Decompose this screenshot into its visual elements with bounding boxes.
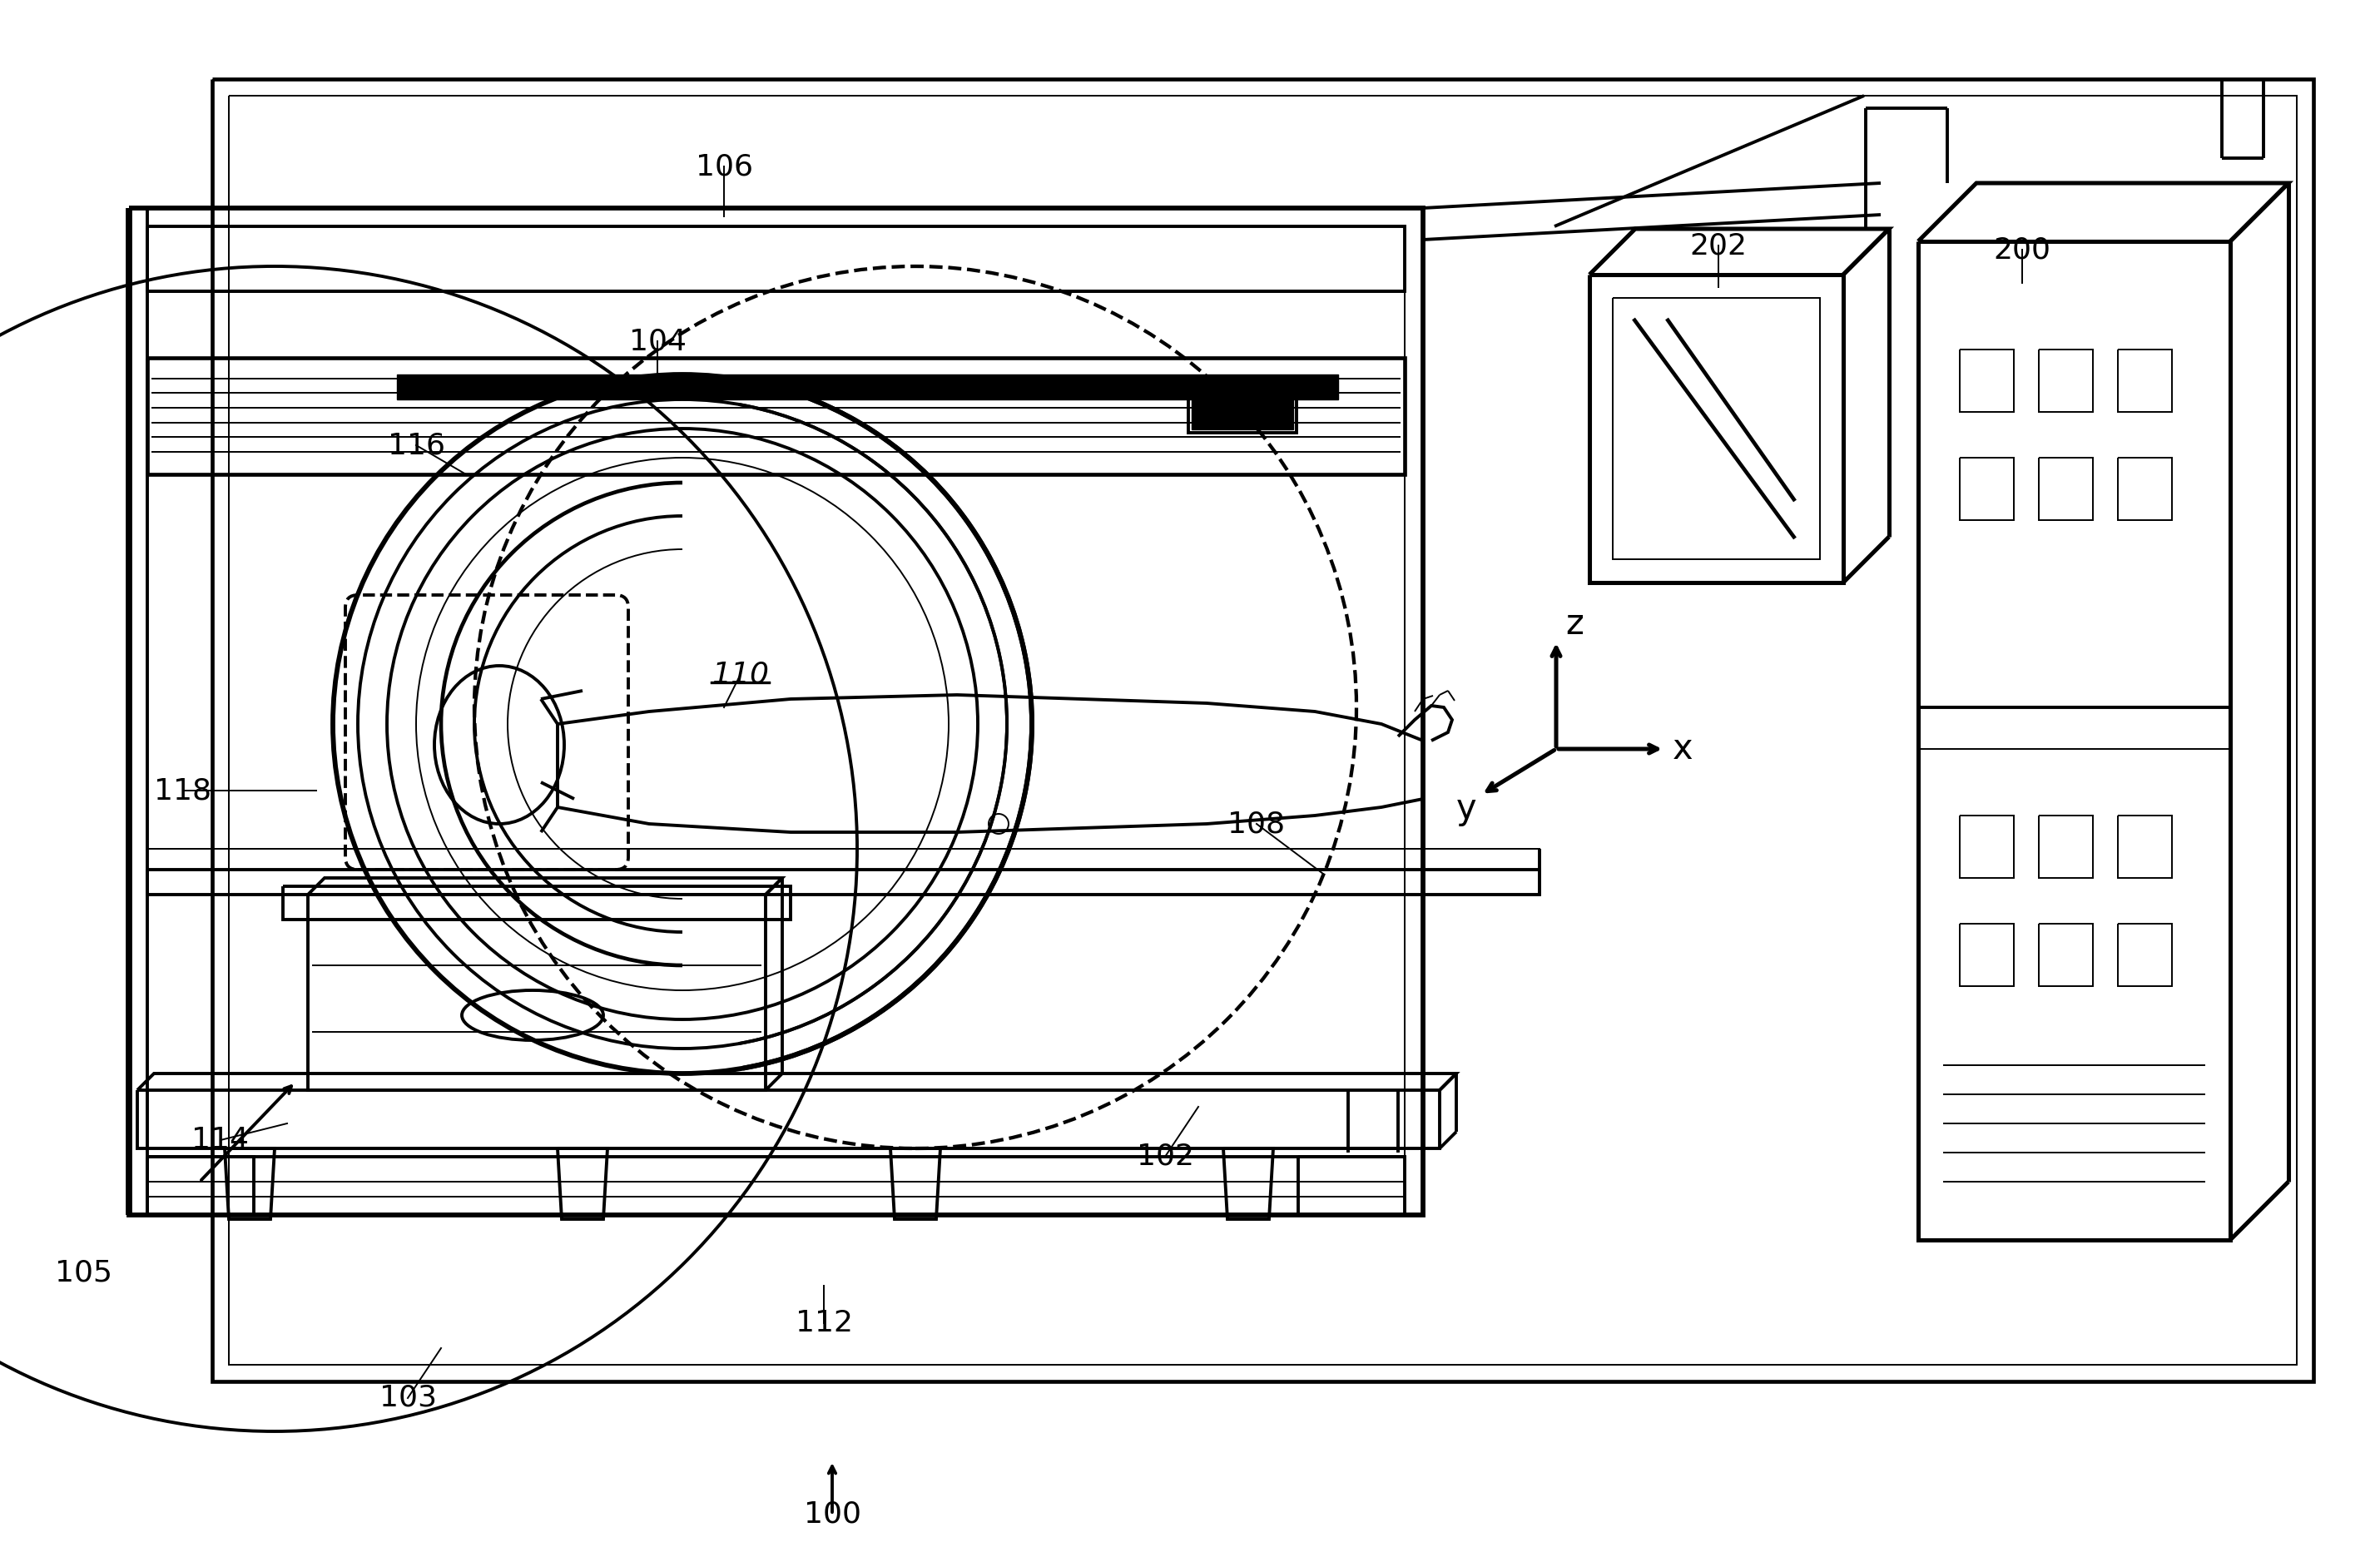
Text: 104: 104 [628,327,685,355]
Text: 108: 108 [1228,810,1285,838]
Text: 100: 100 [804,1501,862,1529]
Text: 105: 105 [55,1260,112,1288]
Text: 118: 118 [155,777,212,805]
Text: 114: 114 [193,1126,250,1154]
Text: 106: 106 [695,153,752,181]
Text: 103: 103 [378,1384,436,1412]
Text: 102: 102 [1135,1143,1195,1171]
Text: 110: 110 [712,660,769,688]
Text: 112: 112 [795,1309,852,1337]
Text: x: x [1673,732,1692,766]
Text: 202: 202 [1690,232,1747,260]
Text: 200: 200 [1994,235,2052,263]
Polygon shape [397,375,1338,400]
Text: 116: 116 [388,431,445,459]
Text: z: z [1566,607,1583,641]
Text: y: y [1457,791,1476,827]
Polygon shape [1192,391,1292,430]
